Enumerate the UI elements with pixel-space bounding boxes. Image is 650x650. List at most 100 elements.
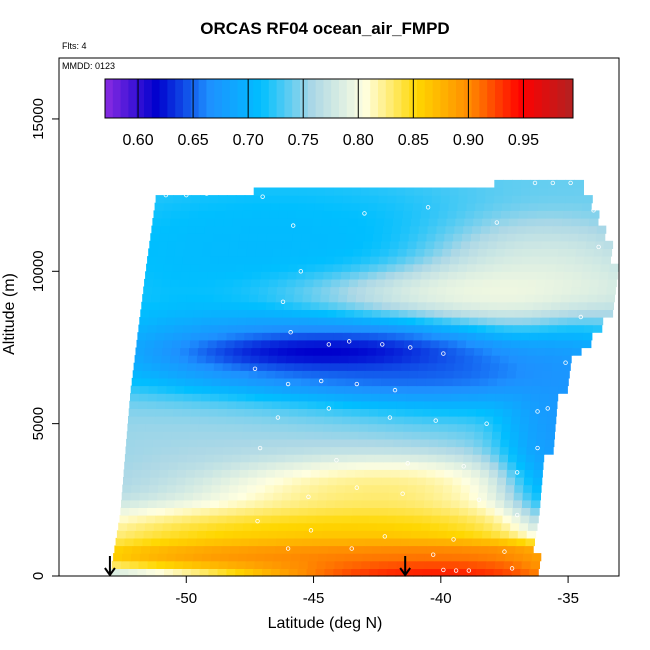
heatmap-cell (503, 195, 513, 204)
heatmap-cell (184, 309, 195, 318)
heatmap-cell (233, 438, 243, 448)
heatmap-cell (337, 469, 347, 478)
heatmap-cell (391, 537, 402, 547)
heatmap-cell (242, 347, 252, 356)
heatmap-cell (558, 248, 568, 257)
heatmap-cell (519, 202, 530, 211)
heatmap-cell (124, 537, 134, 547)
heatmap-cell (177, 461, 188, 470)
heatmap-cell (287, 271, 298, 280)
heatmap-cell (140, 309, 150, 318)
heatmap-cell (530, 256, 540, 265)
sample-point (596, 244, 601, 250)
heatmap-cell (418, 225, 429, 234)
heatmap-cell (320, 454, 331, 463)
heatmap-cell (243, 202, 254, 211)
colorbar-segment (112, 79, 122, 118)
sample-point (382, 534, 388, 539)
heatmap-cell (166, 317, 176, 326)
heatmap-cell (243, 271, 253, 280)
heatmap-cell (523, 477, 534, 486)
heatmap-cell (322, 438, 332, 448)
heatmap-cell (169, 537, 179, 547)
heatmap-cell (550, 377, 560, 387)
heatmap-cell (326, 553, 337, 562)
heatmap-cell (380, 484, 391, 493)
heatmap-cell (204, 537, 215, 547)
heatmap-cell (512, 187, 522, 196)
heatmap-cell (290, 317, 301, 326)
heatmap-cell (259, 438, 270, 448)
heatmap-cell (208, 408, 219, 417)
heatmap-cell (393, 438, 403, 448)
heatmap-cell (229, 477, 240, 486)
heatmap-cell (252, 423, 262, 432)
heatmap-cell (594, 309, 605, 318)
heatmap-cell (527, 438, 537, 448)
heatmap-cell (520, 568, 530, 577)
heatmap-cell (477, 499, 487, 508)
heatmap-cell (577, 301, 588, 310)
heatmap-cell (535, 355, 545, 364)
heatmap-cell (342, 515, 352, 524)
heatmap-cell (520, 515, 530, 524)
heatmap-cell (254, 560, 264, 569)
heatmap-cell (346, 545, 356, 554)
heatmap-cell (252, 202, 263, 211)
heatmap-cell (394, 339, 405, 349)
heatmap-cell (121, 492, 132, 501)
heatmap-cell (285, 286, 296, 295)
heatmap-cell (355, 370, 365, 379)
heatmap-cell (427, 362, 438, 371)
heatmap-cell (518, 431, 529, 440)
heatmap-cell (130, 492, 141, 501)
sample-point (288, 330, 293, 335)
heatmap-cell (399, 370, 410, 379)
heatmap-cell (210, 393, 220, 402)
heatmap-cell (553, 355, 563, 364)
heatmap-cell (517, 446, 527, 455)
heatmap-cell (214, 355, 225, 364)
heatmap-cell (414, 256, 424, 265)
colorbar-segment (315, 79, 324, 118)
heatmap-cell (525, 537, 535, 547)
heatmap-cell (359, 263, 370, 272)
heatmap-cell (193, 484, 204, 493)
heatmap-cell (143, 355, 153, 364)
heatmap-cell (531, 385, 542, 394)
heatmap-cell (256, 477, 267, 486)
heatmap-cell (417, 477, 427, 486)
heatmap-cell (133, 461, 143, 470)
heatmap-cell (282, 309, 293, 318)
heatmap-cell (467, 507, 478, 516)
heatmap-cell (466, 423, 476, 432)
heatmap-cell (411, 347, 422, 356)
colorbar-segment (456, 79, 465, 118)
heatmap-cell (189, 271, 200, 280)
heatmap-cell (252, 271, 262, 280)
heatmap-cell (400, 225, 411, 234)
heatmap-cell (261, 423, 271, 432)
heatmap-cell (326, 248, 336, 257)
heatmap-cell (254, 324, 264, 333)
heatmap-cell (440, 332, 450, 341)
heatmap-cell (349, 431, 359, 440)
heatmap-cell (329, 454, 340, 463)
heatmap-cell (552, 225, 562, 234)
heatmap-cell (292, 301, 303, 310)
heatmap-cell (405, 507, 415, 516)
heatmap-cell (550, 240, 560, 249)
heatmap-cell (193, 492, 203, 501)
heatmap-cell (284, 461, 295, 470)
heatmap-cell (407, 553, 417, 562)
heatmap-cell (220, 240, 230, 249)
heatmap-cell (114, 545, 124, 554)
heatmap-cell (409, 537, 420, 547)
heatmap-cell (519, 423, 529, 432)
heatmap-cell (245, 560, 255, 569)
heatmap-cell (273, 309, 284, 318)
heatmap-cell (427, 294, 437, 303)
heatmap-cell (513, 385, 524, 394)
colorbar-tick-label: 0.75 (288, 132, 319, 149)
heatmap-cell (464, 278, 475, 288)
